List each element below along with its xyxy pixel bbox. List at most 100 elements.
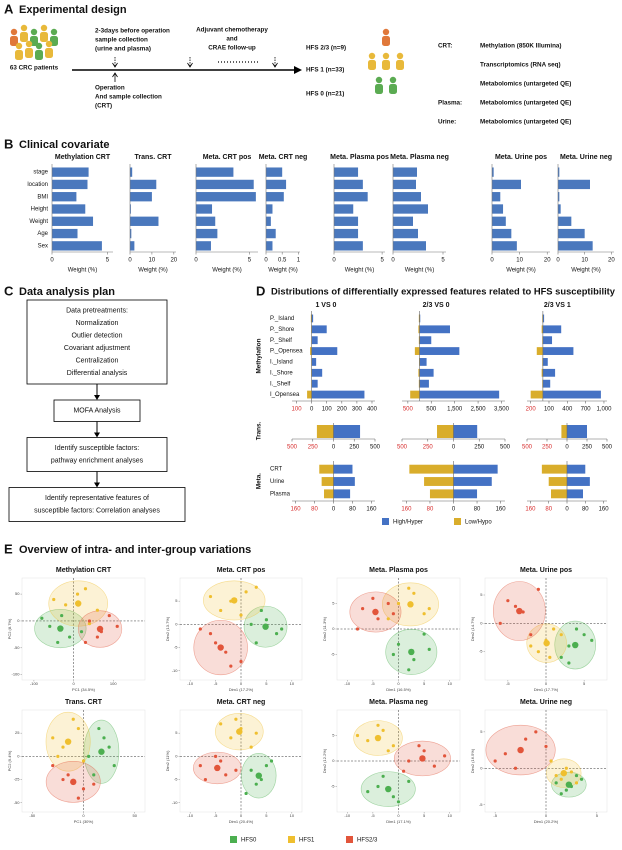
- x-tick-label: 0: [452, 445, 456, 451]
- point: [219, 722, 223, 726]
- x-tick-label: 500: [500, 445, 511, 451]
- timepoint-label: (CRT): [95, 103, 112, 110]
- bar: [130, 167, 133, 177]
- chart-title: Meta. Urine pos: [520, 567, 572, 574]
- bar: [393, 228, 418, 239]
- person-icon-head: [25, 40, 33, 48]
- chart-title: Trans. CRT: [65, 699, 103, 706]
- x-tick-label: -10: [344, 681, 351, 686]
- point: [40, 616, 44, 620]
- person-icon-body: [45, 48, 53, 58]
- flow-step-text: Identify representative features of: [45, 495, 149, 502]
- person-icon-head: [50, 28, 58, 36]
- x-tick-label: 0: [194, 258, 198, 264]
- point: [264, 618, 269, 622]
- x-tick-label: 80: [474, 507, 481, 513]
- x-tick-label: 500: [397, 445, 408, 451]
- x-tick-label: 5: [106, 258, 110, 264]
- point: [529, 633, 533, 637]
- point: [554, 781, 558, 785]
- x-tick-label: 2,500: [471, 407, 487, 413]
- point: [254, 641, 258, 645]
- bar: [196, 179, 254, 190]
- point: [75, 592, 80, 596]
- x-tick-label: -10: [344, 813, 351, 818]
- bar: [393, 179, 416, 190]
- category-label: Weight: [29, 219, 48, 225]
- bar: [393, 216, 413, 226]
- point: [234, 768, 238, 772]
- x-tick-label: 10: [290, 813, 295, 818]
- x-tick-label: 160: [366, 507, 377, 513]
- bar: [492, 216, 506, 226]
- x-tick-label: 3,500: [494, 407, 510, 413]
- x-tick-label: 80: [545, 507, 552, 513]
- bar: [196, 192, 256, 202]
- y-tick-label: -50: [14, 800, 21, 805]
- x-tick-label: 500: [370, 445, 381, 451]
- chart-title: Meta. Urine pos: [495, 154, 547, 161]
- x-tick-label: 250: [349, 445, 360, 451]
- legend-label: HFS0: [241, 838, 257, 844]
- x-tick-label: 700: [581, 407, 592, 413]
- y-tick-label: 0: [480, 765, 483, 770]
- flow-step-text: Data pretreatments:: [66, 307, 128, 314]
- category-label: Height: [31, 207, 49, 213]
- bar: [266, 241, 273, 251]
- bar: [419, 325, 450, 334]
- bar: [307, 390, 312, 399]
- x-axis-label: Weight (%): [405, 268, 435, 274]
- bar: [558, 179, 590, 190]
- bar: [542, 336, 553, 345]
- x-tick-label: -5: [506, 681, 510, 686]
- legend-swatch: [454, 518, 461, 525]
- panel-title: Experimental design: [19, 4, 127, 16]
- point: [213, 754, 218, 758]
- point: [259, 608, 263, 613]
- x-tick-label: 80: [349, 507, 356, 513]
- x-tick-label: 0: [452, 507, 456, 513]
- x-tick-label: 0: [310, 407, 314, 413]
- panel-letter: E: [4, 541, 13, 556]
- y-tick-label: -5: [331, 784, 335, 789]
- point: [579, 777, 584, 781]
- point: [361, 607, 365, 611]
- point: [68, 635, 72, 639]
- y-axis-label: PC2 (8.7%): [7, 618, 12, 639]
- y-axis-label: Dim2 (11.3%): [322, 616, 327, 641]
- group-centroid: [543, 639, 550, 647]
- y-tick-label: 25: [15, 730, 20, 735]
- flow-step-text: susceptible factors: Correlation analyse…: [34, 507, 160, 514]
- bar: [310, 347, 312, 355]
- person-icon-body: [382, 36, 390, 46]
- bar: [429, 489, 454, 499]
- y-tick-label: 5: [332, 601, 335, 606]
- legend-swatch: [382, 518, 389, 525]
- bar: [316, 425, 334, 438]
- x-tick-label: 0: [264, 258, 268, 264]
- bar: [418, 325, 420, 334]
- flow-step-text: Centralization: [76, 357, 119, 364]
- bar: [266, 216, 271, 226]
- chart-title: 2/3 VS 0: [423, 302, 450, 309]
- group-centroid: [217, 644, 224, 651]
- x-tick-label: -5: [371, 813, 375, 818]
- x-tick-label: -10: [187, 813, 194, 818]
- y-tick-label: -50: [14, 645, 21, 650]
- x-tick-label: 0: [565, 507, 569, 513]
- point: [219, 759, 223, 763]
- person-icon-body: [396, 60, 404, 70]
- person-icon-head: [45, 40, 53, 48]
- group-centroid: [517, 746, 524, 754]
- point: [249, 768, 253, 772]
- panel-letter: C: [4, 283, 14, 298]
- x-tick-label: 400: [562, 407, 573, 413]
- x-tick-label: 5: [423, 813, 426, 818]
- bar: [393, 167, 417, 177]
- point: [564, 788, 568, 792]
- point: [92, 782, 96, 786]
- x-tick-label: 0: [490, 258, 494, 264]
- bar: [419, 336, 432, 345]
- bar: [548, 477, 567, 486]
- bar: [419, 314, 421, 323]
